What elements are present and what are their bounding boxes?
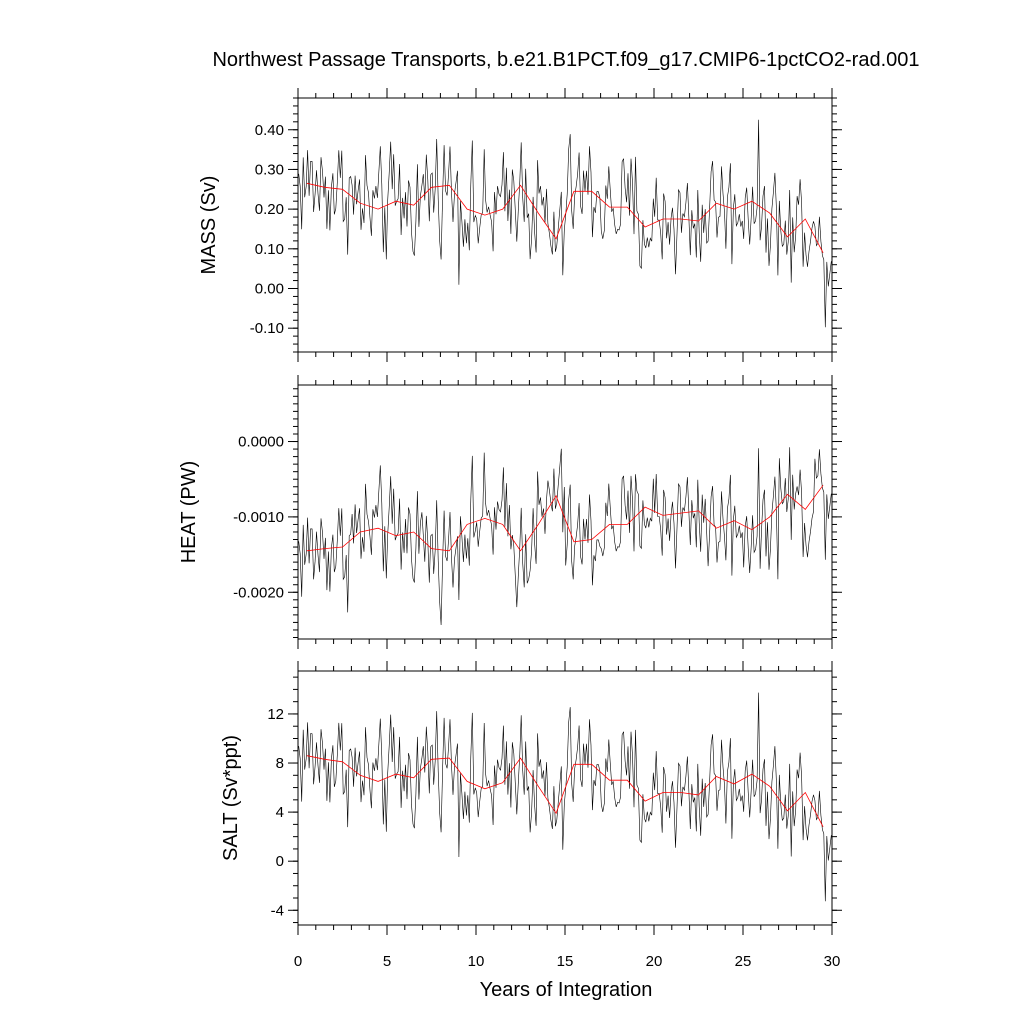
y-tick-label: 4 [276,804,284,821]
annual-mean-line [306,484,824,552]
y-tick-label: -4 [271,902,284,919]
panel-1: 0.0000 -0.0010 -0.0020 HEAT (PW) [178,375,842,649]
y-tick-label: 0.10 [255,241,284,258]
annual-mean-line [306,755,824,827]
x-tick-label: 0 [294,953,302,970]
y-tick-label: -0.0020 [233,584,284,601]
monthly-series-line [298,119,832,328]
panels: 0.40 0.30 0.20 0.10 0.00 -0.10 MASS (Sv) 0.0000… [178,88,842,970]
panel-0: 0.40 0.30 0.20 0.10 0.00 -0.10 MASS (Sv) [198,88,842,362]
x-axis-label: Years of Integration [480,979,653,1001]
annual-mean-line [306,182,824,253]
y-tick-label: 0.20 [255,201,284,218]
x-tick-label: 10 [468,953,485,970]
y-axis-label: SALT (Sv*ppt) [220,735,242,861]
x-tick-label: 15 [557,953,574,970]
monthly-series-line [298,447,832,626]
y-tick-label: 12 [267,706,284,723]
x-tick-label: 30 [824,953,841,970]
panel-2: 12 8 4 0 -4 0 5 10 15 20 25 30 SALT (Sv*ppt) [220,661,842,970]
y-axis-label: HEAT (PW) [178,461,200,564]
y-tick-label: 0.0000 [238,434,284,451]
x-tick-label: 25 [735,953,752,970]
y-tick-label: 8 [276,755,284,772]
y-tick-label: -0.0010 [233,509,284,526]
y-tick-label: 0.00 [255,281,284,298]
y-axis-label: MASS (Sv) [198,176,220,275]
y-tick-label: 0.40 [255,122,284,139]
monthly-series-line [298,692,832,902]
chart-title: Northwest Passage Transports, b.e21.B1PC… [212,49,919,71]
y-tick-label: 0 [276,853,284,870]
y-tick-label: -0.10 [250,320,284,337]
x-tick-label: 5 [383,953,391,970]
x-tick-label: 20 [646,953,663,970]
y-tick-label: 0.30 [255,161,284,178]
